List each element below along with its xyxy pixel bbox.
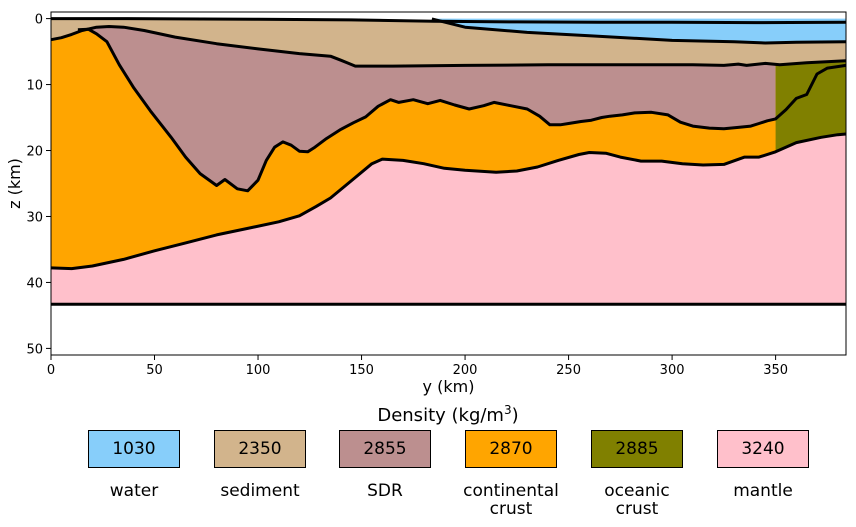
layers-group <box>51 18 846 305</box>
x-tick-label: 350 <box>763 363 788 378</box>
oceanic-crust-layer <box>775 60 846 152</box>
seafloor-line <box>51 17 847 25</box>
x-tick-label: 200 <box>453 363 478 378</box>
water-bottom-line <box>431 17 847 45</box>
plot-frame <box>50 11 847 356</box>
legend-label: continental crust <box>463 481 559 519</box>
y-axis-label: z (km) <box>5 158 24 209</box>
legend-swatch: 1030 <box>88 430 180 468</box>
density-legend: 1030 water 2350 sediment 2855 SDR 2870 continen… <box>0 430 856 527</box>
legend-title: Density (kg/m3) <box>377 403 519 426</box>
mantle-layer <box>51 134 846 305</box>
legend-item: 3240 mantle <box>708 430 818 500</box>
legend-label: SDR <box>367 481 403 501</box>
x-tick-label: 300 <box>660 363 685 378</box>
legend-label: oceanic crust <box>604 481 670 519</box>
legend-swatch: 2350 <box>214 430 306 468</box>
x-tick-label: 50 <box>146 363 163 378</box>
sdr-layer <box>77 26 776 191</box>
y-tick-label: 10 <box>26 79 43 94</box>
y-tick-label: 0 <box>35 13 43 28</box>
legend-swatch: 3240 <box>717 430 809 468</box>
legend-item: 2350 sediment <box>205 430 315 500</box>
top-basement-line <box>50 25 847 68</box>
legend-item: 1030 water <box>79 430 189 500</box>
legend-swatch: 2870 <box>465 430 557 468</box>
y-tick-label: 30 <box>26 210 43 225</box>
moho-line <box>50 132 847 271</box>
legend-label: mantle <box>733 481 793 501</box>
y-tick-label: 50 <box>26 342 43 357</box>
y-tick-label: 40 <box>26 276 43 291</box>
x-tick-label: 100 <box>246 363 271 378</box>
legend-item: 2885 oceanic crust <box>582 430 692 518</box>
axes-group: 0 50 100 150 200 250 300 350 0 10 20 30 40 50 y (km) z … <box>5 11 847 396</box>
x-axis-label: y (km) <box>423 377 475 396</box>
legend-swatch: 2885 <box>591 430 683 468</box>
x-tick-label: 250 <box>556 363 581 378</box>
x-tick-label: 0 <box>47 363 55 378</box>
boundary-lines-group <box>50 17 847 306</box>
legend-item: 2855 SDR <box>330 430 440 500</box>
y-tick-label: 20 <box>26 145 43 160</box>
legend-swatch: 2855 <box>339 430 431 468</box>
legend-label: sediment <box>220 481 300 501</box>
legend-label: water <box>109 481 159 501</box>
legend-item: 2870 continental crust <box>456 430 566 518</box>
x-tick-label: 150 <box>349 363 374 378</box>
water-layer <box>431 18 846 43</box>
sdr-base-line <box>77 27 847 193</box>
